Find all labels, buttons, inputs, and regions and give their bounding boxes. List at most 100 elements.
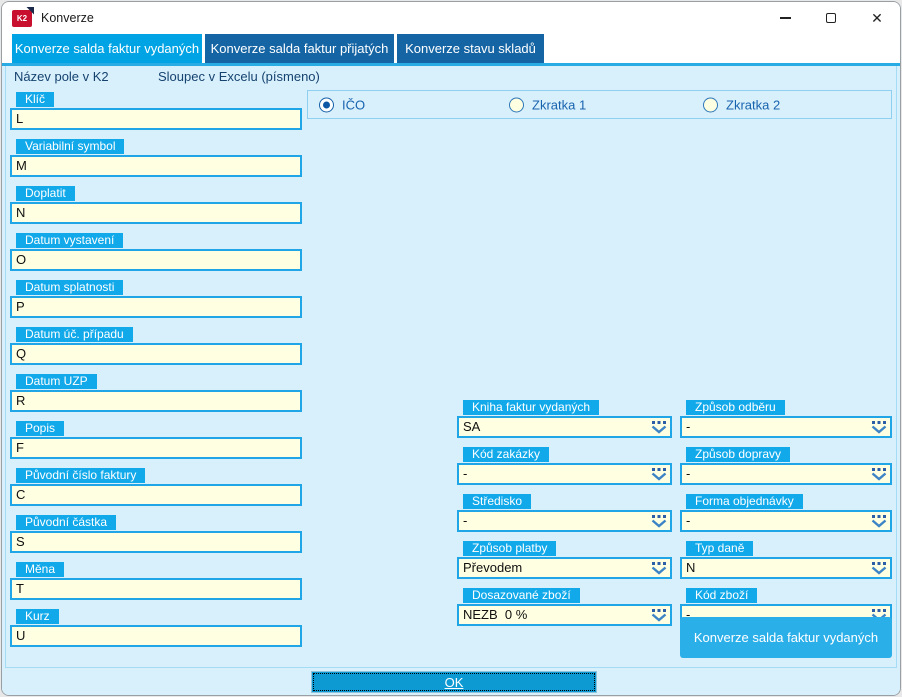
- radio-ico[interactable]: IČO: [319, 97, 365, 112]
- defaults-section-middle: Kniha faktur vydaných SA Kód zakázky - S…: [457, 398, 672, 633]
- defaults-section-right: Způsob odběru - Způsob dopravy - Forma o…: [680, 398, 892, 633]
- input-datum-uzp[interactable]: R: [10, 390, 302, 412]
- field-label-chip: Typ daně: [686, 541, 754, 556]
- field-label-chip: Datum splatnosti: [16, 280, 124, 295]
- field-label-chip: Kód zboží: [686, 588, 758, 603]
- maximize-button[interactable]: [808, 2, 854, 34]
- dropdown-icon[interactable]: [650, 562, 668, 575]
- field-kod-zakazky: Kód zakázky -: [457, 445, 672, 485]
- tab-bar: Konverze salda faktur vydaných Konverze …: [2, 34, 900, 63]
- input-puvodni-castka[interactable]: S: [10, 531, 302, 553]
- field-label-chip: Způsob platby: [463, 541, 557, 556]
- field-zpusob-odberu: Způsob odběru -: [680, 398, 892, 438]
- combo-zpusob-odberu[interactable]: -: [680, 416, 892, 438]
- column-header-excel: Sloupec v Excelu (písmeno): [158, 69, 320, 84]
- field-label-chip: Kurz: [16, 609, 59, 624]
- field-kurz: Kurz U: [10, 607, 302, 647]
- column-header-k2: Název pole v K2: [14, 69, 109, 84]
- input-variabilni-symbol[interactable]: M: [10, 155, 302, 177]
- combo-zpusob-platby[interactable]: Převodem: [457, 557, 672, 579]
- field-zpusob-platby: Způsob platby Převodem: [457, 539, 672, 579]
- field-stredisko: Středisko -: [457, 492, 672, 532]
- close-icon: ✕: [871, 10, 883, 26]
- field-doplatit: Doplatit N: [10, 184, 302, 224]
- main-panel: Název pole v K2 Sloupec v Excelu (písmen…: [2, 66, 900, 695]
- field-typ-dane: Typ daně N: [680, 539, 892, 579]
- maximize-icon: [826, 13, 836, 23]
- minimize-icon: [779, 17, 791, 19]
- combo-kod-zakazky[interactable]: -: [457, 463, 672, 485]
- input-popis[interactable]: F: [10, 437, 302, 459]
- field-label-chip: Způsob odběru: [686, 400, 785, 415]
- radio-zkratka-2[interactable]: Zkratka 2: [703, 97, 780, 112]
- input-datum-uc-pripadu[interactable]: Q: [10, 343, 302, 365]
- window-controls: ✕: [762, 2, 900, 34]
- field-datum-vystaveni: Datum vystavení O: [10, 231, 302, 271]
- input-datum-splatnosti[interactable]: P: [10, 296, 302, 318]
- field-forma-objednavky: Forma objednávky -: [680, 492, 892, 532]
- dropdown-icon[interactable]: [870, 562, 888, 575]
- field-variabilni-symbol: Variabilní symbol M: [10, 137, 302, 177]
- combo-dosazovane-zbozi[interactable]: NEZB 0 %: [457, 604, 672, 626]
- field-popis: Popis F: [10, 419, 302, 459]
- tab-konverze-stavu-skladu[interactable]: Konverze stavu skladů: [397, 34, 544, 63]
- field-label-chip: Datum úč. případu: [16, 327, 133, 342]
- field-label-chip: Dosazované zboží: [463, 588, 580, 603]
- field-label-chip: Datum UZP: [16, 374, 97, 389]
- radio-unselected-icon: [509, 97, 524, 112]
- close-button[interactable]: ✕: [854, 2, 900, 34]
- radio-zkratka-1[interactable]: Zkratka 1: [509, 97, 586, 112]
- combo-stredisko[interactable]: -: [457, 510, 672, 532]
- field-label-chip: Původní číslo faktury: [16, 468, 146, 483]
- field-datum-splatnosti: Datum splatnosti P: [10, 278, 302, 318]
- combo-forma-objednavky[interactable]: -: [680, 510, 892, 532]
- input-doplatit[interactable]: N: [10, 202, 302, 224]
- konverze-salda-faktur-vydanych-button[interactable]: Konverze salda faktur vydaných: [680, 617, 892, 658]
- field-zpusob-dopravy: Způsob dopravy -: [680, 445, 892, 485]
- tab-konverze-salda-faktur-vydanych[interactable]: Konverze salda faktur vydaných: [12, 34, 202, 63]
- excel-columns-section: Klíč L Variabilní symbol M Doplatit N Da…: [10, 90, 302, 654]
- field-puvodni-castka: Původní částka S: [10, 513, 302, 553]
- input-puvodni-cislo-faktury[interactable]: C: [10, 484, 302, 506]
- input-klic[interactable]: L: [10, 108, 302, 130]
- field-label-chip: Popis: [16, 421, 65, 436]
- field-dosazovane-zbozi: Dosazované zboží NEZB 0 %: [457, 586, 672, 626]
- field-label-chip: Způsob dopravy: [686, 447, 791, 462]
- field-label-chip: Středisko: [463, 494, 532, 509]
- field-label-chip: Variabilní symbol: [16, 139, 125, 154]
- radio-selected-icon: [319, 97, 334, 112]
- field-puvodni-cislo-faktury: Původní číslo faktury C: [10, 466, 302, 506]
- field-label-chip: Forma objednávky: [686, 494, 803, 509]
- tab-separator-line: [2, 63, 900, 66]
- field-klic: Klíč L: [10, 90, 302, 130]
- dropdown-icon[interactable]: [650, 515, 668, 528]
- tab-konverze-salda-faktur-prijatych[interactable]: Konverze salda faktur přijatých: [205, 34, 394, 63]
- input-mena[interactable]: T: [10, 578, 302, 600]
- dropdown-icon[interactable]: [650, 609, 668, 622]
- input-datum-vystaveni[interactable]: O: [10, 249, 302, 271]
- k2-logo-icon: K2: [12, 9, 32, 27]
- dropdown-icon[interactable]: [870, 468, 888, 481]
- minimize-button[interactable]: [762, 2, 808, 34]
- title-bar: K2 Konverze ✕: [2, 2, 900, 34]
- field-label-chip: Kód zakázky: [463, 447, 550, 462]
- dropdown-icon[interactable]: [870, 515, 888, 528]
- field-label-chip: Doplatit: [16, 186, 75, 201]
- combo-kniha-faktur-vydanych[interactable]: SA: [457, 416, 672, 438]
- field-datum-uc-pripadu: Datum úč. případu Q: [10, 325, 302, 365]
- field-mena: Měna T: [10, 560, 302, 600]
- input-kurz[interactable]: U: [10, 625, 302, 647]
- dropdown-icon[interactable]: [650, 468, 668, 481]
- field-datum-uzp: Datum UZP R: [10, 372, 302, 412]
- field-label-chip: Klíč: [16, 92, 55, 107]
- field-label-chip: Datum vystavení: [16, 233, 124, 248]
- ok-button[interactable]: OK: [311, 671, 597, 693]
- combo-zpusob-dopravy[interactable]: -: [680, 463, 892, 485]
- field-label-chip: Kniha faktur vydaných: [463, 400, 600, 415]
- dropdown-icon[interactable]: [650, 421, 668, 434]
- field-label-chip: Měna: [16, 562, 65, 577]
- window-title: Konverze: [41, 11, 94, 25]
- dropdown-icon[interactable]: [870, 421, 888, 434]
- combo-typ-dane[interactable]: N: [680, 557, 892, 579]
